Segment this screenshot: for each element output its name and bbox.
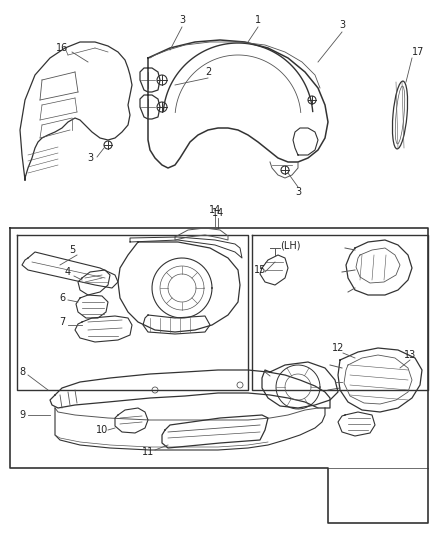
Text: 11: 11 <box>142 447 154 457</box>
Text: 3: 3 <box>339 20 345 30</box>
Text: 12: 12 <box>332 343 344 353</box>
Text: 5: 5 <box>69 245 75 255</box>
Text: 17: 17 <box>412 47 424 57</box>
Text: 15: 15 <box>254 265 266 275</box>
Text: 4: 4 <box>65 267 71 277</box>
Text: 13: 13 <box>404 350 416 360</box>
Text: 3: 3 <box>87 153 93 163</box>
Text: 16: 16 <box>56 43 68 53</box>
Text: 6: 6 <box>59 293 65 303</box>
Text: (LH): (LH) <box>280 240 300 250</box>
Text: 3: 3 <box>179 15 185 25</box>
Text: 14: 14 <box>209 205 221 215</box>
Text: 2: 2 <box>205 67 211 77</box>
Text: 8: 8 <box>19 367 25 377</box>
Text: 9: 9 <box>19 410 25 420</box>
Text: 14: 14 <box>212 208 224 218</box>
Text: 7: 7 <box>59 317 65 327</box>
Text: 3: 3 <box>295 187 301 197</box>
Text: 1: 1 <box>255 15 261 25</box>
Text: 10: 10 <box>96 425 108 435</box>
